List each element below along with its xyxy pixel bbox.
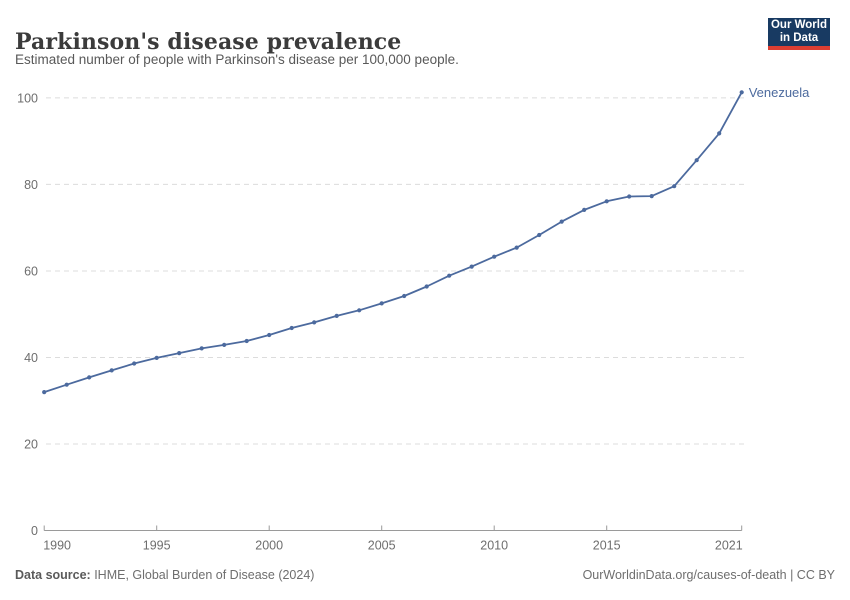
data-point[interactable] xyxy=(447,273,452,278)
data-point[interactable] xyxy=(334,313,339,318)
owid-logo[interactable]: Our World in Data xyxy=(768,18,830,50)
y-tick-label: 100 xyxy=(17,91,38,105)
data-point[interactable] xyxy=(694,158,699,163)
data-point[interactable] xyxy=(672,184,677,189)
trend-line xyxy=(43,91,743,394)
data-point[interactable] xyxy=(87,375,92,380)
attribution-link[interactable]: OurWorldinData.org/causes-of-death | CC … xyxy=(582,568,835,582)
owid-logo-line2: in Data xyxy=(779,32,819,44)
data-point[interactable] xyxy=(537,232,542,238)
y-tick-label: 80 xyxy=(24,178,38,192)
data-point[interactable] xyxy=(64,382,69,387)
y-tick-label: 60 xyxy=(24,264,38,278)
data-source-label: Data source: xyxy=(15,568,91,582)
data-point[interactable] xyxy=(222,342,227,347)
data-point[interactable] xyxy=(492,254,497,259)
entity-label[interactable]: Venezuela xyxy=(749,85,810,100)
data-point[interactable] xyxy=(649,194,654,199)
data-point[interactable] xyxy=(582,207,587,212)
data-source-value: IHME, Global Burden of Disease (2024) xyxy=(90,568,315,582)
data-source: Data source: IHME, Global Burden of Dise… xyxy=(15,568,314,582)
data-point[interactable] xyxy=(177,351,182,356)
line-chart[interactable]: 0 20 40 60 80 100 1990 1995 2000 2005 2010 2015 2021… xyxy=(0,80,850,560)
data-point[interactable] xyxy=(199,346,204,351)
data-point[interactable] xyxy=(132,361,137,366)
y-tick-label: 0 xyxy=(31,524,38,538)
data-point[interactable] xyxy=(357,308,362,313)
data-point[interactable] xyxy=(627,194,632,199)
data-point[interactable] xyxy=(739,90,744,95)
x-tick-label: 2015 xyxy=(593,539,621,553)
x-tick-label: 2000 xyxy=(255,539,283,553)
data-point[interactable] xyxy=(154,355,159,360)
data-point[interactable] xyxy=(379,301,384,306)
x-tick-label: 1995 xyxy=(143,539,171,553)
chart-subtitle: Estimated number of people with Parkinso… xyxy=(15,52,459,67)
y-tick-label: 20 xyxy=(24,437,38,451)
x-tick-label: 2010 xyxy=(480,539,508,553)
data-point[interactable] xyxy=(267,332,272,338)
data-point[interactable] xyxy=(424,284,429,289)
x-tick-label: 2021 xyxy=(715,539,743,553)
data-point[interactable] xyxy=(604,199,609,204)
data-point[interactable] xyxy=(469,264,474,269)
data-point[interactable] xyxy=(42,390,47,395)
x-tick-label: 1990 xyxy=(43,539,71,553)
y-tick-label: 40 xyxy=(24,351,38,365)
data-point[interactable] xyxy=(312,320,317,325)
chart-footer: Data source: IHME, Global Burden of Dise… xyxy=(15,568,835,582)
data-point[interactable] xyxy=(289,325,294,331)
chart-title: Parkinson's disease prevalence xyxy=(15,28,402,55)
data-point[interactable] xyxy=(109,368,114,373)
owid-logo-line1: Our World xyxy=(770,19,827,31)
data-point[interactable] xyxy=(244,338,249,344)
x-tick-label: 2005 xyxy=(368,539,396,553)
data-point[interactable] xyxy=(402,293,407,299)
data-point[interactable] xyxy=(559,219,564,224)
data-point[interactable] xyxy=(514,245,519,250)
data-point[interactable] xyxy=(717,131,722,136)
